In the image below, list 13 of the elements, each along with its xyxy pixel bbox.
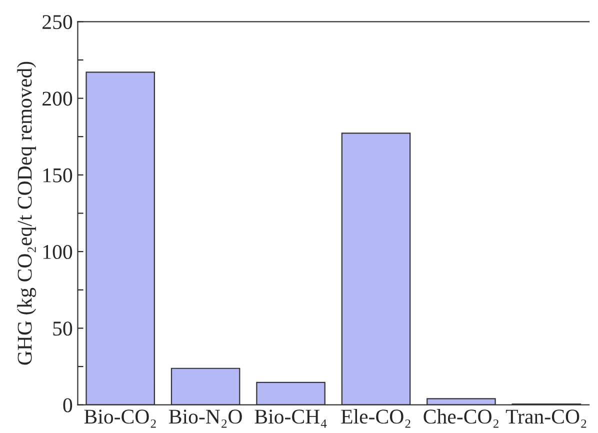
x-tick-label: Bio-CO₂ — [84, 410, 156, 428]
y-tick-label: 200 — [42, 92, 72, 106]
y-tick-label: 0 — [63, 398, 72, 412]
y-tick-label: 150 — [43, 168, 72, 182]
x-tick-label: Tran-CO₂ — [506, 410, 586, 428]
y-tick-label: 50 — [53, 322, 72, 336]
x-tick-label: Che-CO₂ — [424, 409, 498, 428]
x-tick-label: Ele-CO₂ — [341, 409, 410, 428]
x-tick-label: Bio-CH₄ — [254, 410, 327, 428]
y-tick-label: 100 — [43, 244, 72, 260]
y-tick-label: 250 — [42, 15, 72, 30]
y-axis-title: GHG (kg CO₂eq/t CODeq removed) — [17, 62, 36, 365]
x-tick-label: Bio-N₂O — [168, 410, 242, 428]
